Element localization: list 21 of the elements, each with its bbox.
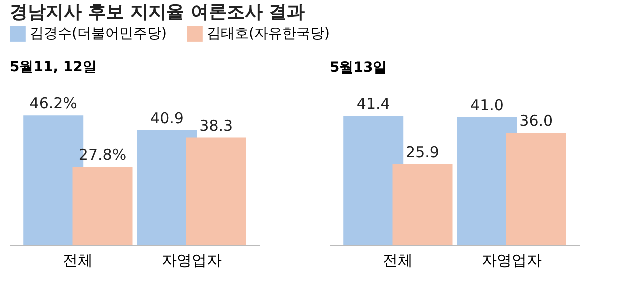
x-tick-label: 전체 bbox=[383, 252, 414, 270]
bar bbox=[506, 133, 566, 245]
bar bbox=[186, 138, 246, 245]
bar bbox=[392, 164, 453, 245]
data-label: 46.2% bbox=[30, 94, 78, 113]
bar bbox=[72, 167, 133, 245]
legend-label: 김경수(더불어민주당) bbox=[30, 26, 167, 42]
x-tick-label: 전체 bbox=[63, 252, 94, 270]
data-label: 41.0 bbox=[470, 96, 504, 114]
data-label: 41.4 bbox=[356, 95, 390, 114]
x-tick-label: 자영업자 bbox=[482, 252, 542, 270]
data-label: 36.0 bbox=[520, 112, 554, 130]
data-label: 25.9 bbox=[406, 143, 440, 162]
legend-label: 김태호(자유한국당) bbox=[207, 26, 330, 42]
x-tick-label: 자영업자 bbox=[162, 252, 222, 270]
chart-subtitle: 5월13일 bbox=[330, 60, 388, 76]
chart-subtitle: 5월11, 12일 bbox=[10, 60, 97, 76]
data-label: 38.3 bbox=[200, 116, 234, 135]
data-label: 27.8% bbox=[78, 146, 127, 164]
data-label: 40.9 bbox=[150, 109, 184, 128]
chart-title: 경남지사 후보 지지율 여론조사 결과 bbox=[10, 2, 306, 23]
